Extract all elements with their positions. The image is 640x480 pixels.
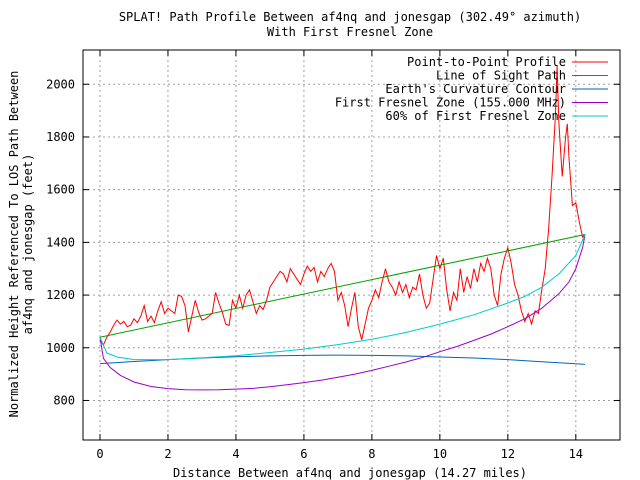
x-tick-label: 0 xyxy=(96,447,103,461)
x-tick-label: 4 xyxy=(232,447,239,461)
legend-label-1: Line of Sight Path xyxy=(436,69,566,83)
legend-label-4: 60% of First Fresnel Zone xyxy=(385,109,566,123)
series-line-0 xyxy=(99,65,586,347)
x-tick-label: 10 xyxy=(433,447,447,461)
y-tick-label: 1600 xyxy=(46,183,75,197)
y-tick-label: 2000 xyxy=(46,77,75,91)
x-tick-label: 8 xyxy=(368,447,375,461)
y-tick-label: 1200 xyxy=(46,288,75,302)
legend-label-2: Earth's Curvature Contour xyxy=(385,82,566,96)
legend-label-3: First Fresnel Zone (155.000 MHz) xyxy=(335,96,566,110)
x-tick-label: 12 xyxy=(501,447,515,461)
x-tick-label: 2 xyxy=(164,447,171,461)
chart-subtitle: With First Fresnel Zone xyxy=(267,25,433,39)
series-line-3 xyxy=(99,234,586,391)
y-tick-label: 1000 xyxy=(46,341,75,355)
series-line-4 xyxy=(99,234,586,361)
plot-frame xyxy=(82,49,621,441)
x-axis-label: Distance Between af4nq and jonesgap (14.… xyxy=(173,466,527,480)
x-tick-label: 14 xyxy=(569,447,583,461)
series-lines xyxy=(99,65,586,391)
y-tick-label: 1800 xyxy=(46,130,75,144)
y-axis-label-line1: Normalized Height Referenced To LOS Path… xyxy=(7,71,21,418)
x-tick-label: 6 xyxy=(300,447,307,461)
y-axis-label-line2: af4nq and jonesgap (feet) xyxy=(21,154,35,335)
series-line-1 xyxy=(99,234,586,338)
y-tick-label: 1400 xyxy=(46,235,75,249)
chart-title: SPLAT! Path Profile Between af4nq and jo… xyxy=(119,10,581,24)
axis-ticks: 0 2 4 6 8 10 12 14 800 1000 1200 1400 1600 1800 2000 xyxy=(46,50,620,461)
y-tick-label: 800 xyxy=(53,393,75,407)
grid-lines xyxy=(83,50,620,440)
legend-label-0: Point-to-Point Profile xyxy=(407,55,566,69)
